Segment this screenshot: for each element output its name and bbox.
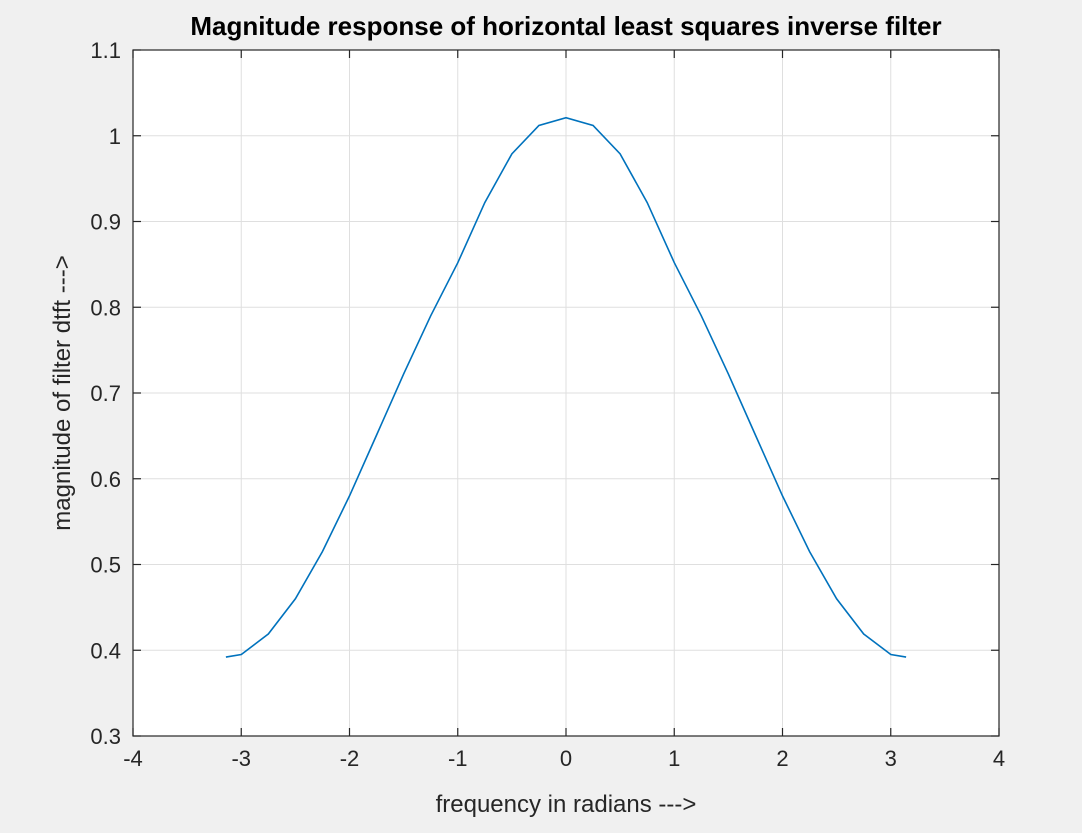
y-tick-label: 0.7 <box>90 381 121 406</box>
y-tick-label: 0.6 <box>90 467 121 492</box>
y-tick-label: 1.1 <box>90 38 121 63</box>
series-line <box>225 116 907 658</box>
x-tick-label: 3 <box>885 746 897 771</box>
x-tick-label: 0 <box>560 746 572 771</box>
grid-lines <box>133 50 999 736</box>
chart-title: Magnitude response of horizontal least s… <box>190 11 941 41</box>
y-tick-label: 0.4 <box>90 638 121 663</box>
y-tick-labels: 0.3 0.4 0.5 0.6 0.7 0.8 0.9 1 1.1 <box>90 38 121 749</box>
y-axis-label: magnitude of filter dtft ---> <box>49 255 76 530</box>
x-tick-label: -4 <box>123 746 143 771</box>
x-tick-label: 2 <box>776 746 788 771</box>
x-tick-label: -1 <box>448 746 468 771</box>
x-tick-label: 4 <box>993 746 1005 771</box>
y-tick-label: 0.5 <box>90 553 121 578</box>
x-tick-label: -3 <box>231 746 251 771</box>
y-tick-label: 1 <box>109 124 121 149</box>
axes-box <box>132 49 1000 737</box>
x-tick-label: -2 <box>340 746 360 771</box>
y-tick-label: 0.9 <box>90 210 121 235</box>
y-tick-label: 0.8 <box>90 295 121 320</box>
x-tick-label: 1 <box>668 746 680 771</box>
x-tick-labels: -4 -3 -2 -1 0 1 2 3 4 <box>123 746 1005 771</box>
y-tick-label: 0.3 <box>90 724 121 749</box>
x-axis-label: frequency in radians ---> <box>436 791 697 818</box>
